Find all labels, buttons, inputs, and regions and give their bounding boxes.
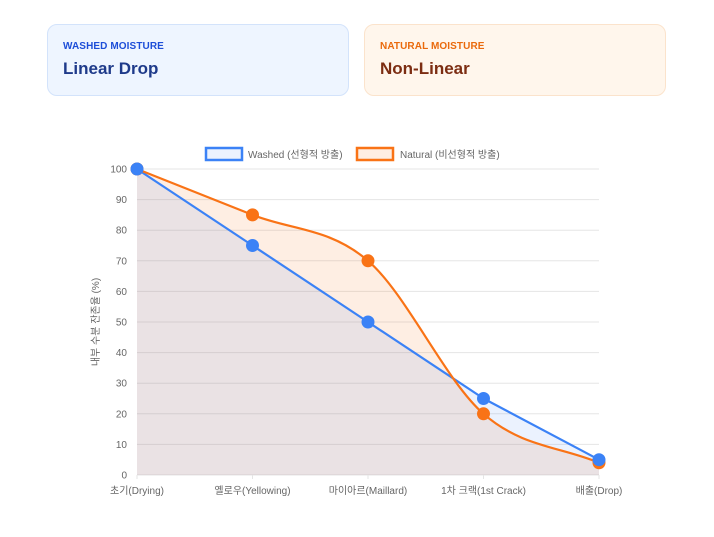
legend-label-natural[interactable]: Natural (비선형적 방출) <box>400 149 500 161</box>
x-axis-ticks: 초기(Drying) 옐로우(Yellowing) 마이아르(Maillard) 1차… <box>110 485 622 497</box>
x-tick-label: 1차 크랙(1st Crack) <box>441 485 526 497</box>
x-tick-label: 마이아르(Maillard) <box>329 485 407 497</box>
legend-label-washed[interactable]: Washed (선형적 방출) <box>248 149 343 161</box>
data-point-washed[interactable] <box>477 392 490 405</box>
y-tick-label: 80 <box>116 226 128 237</box>
natural-moisture-card: NATURAL MOISTURE Non-Linear <box>364 24 666 96</box>
x-tick-label: 배출(Drop) <box>576 485 623 497</box>
legend[interactable]: Washed (선형적 방출) Natural (비선형적 방출) <box>204 146 500 162</box>
y-tick-label: 40 <box>116 348 128 359</box>
y-tick-label: 60 <box>116 287 128 298</box>
natural-card-title: Non-Linear <box>380 59 470 78</box>
washed-card-label: WASHED MOISTURE <box>63 41 164 52</box>
data-point-washed[interactable] <box>130 162 144 176</box>
y-tick-label: 90 <box>116 195 128 206</box>
y-axis-label: 내부 수분 잔존율 (%) <box>90 278 102 366</box>
data-point-washed[interactable] <box>592 453 606 467</box>
y-tick-label: 0 <box>121 471 127 482</box>
legend-swatch-natural[interactable] <box>355 146 395 162</box>
y-axis-ticks: 0 10 20 30 40 50 60 70 80 90 100 <box>110 165 127 482</box>
data-point-natural[interactable] <box>246 208 259 222</box>
x-tick-label: 옐로우(Yellowing) <box>214 485 290 497</box>
y-tick-label: 10 <box>116 440 128 451</box>
washed-moisture-card: WASHED MOISTURE Linear Drop <box>47 24 349 96</box>
washed-card-title: Linear Drop <box>63 59 159 78</box>
x-tick-label: 초기(Drying) <box>110 485 164 497</box>
y-tick-label: 50 <box>116 318 128 329</box>
data-points <box>130 162 606 470</box>
data-point-natural[interactable] <box>477 407 490 421</box>
data-point-natural[interactable] <box>361 254 375 268</box>
legend-swatch-washed[interactable] <box>204 146 244 162</box>
data-point-washed[interactable] <box>246 239 259 252</box>
y-tick-label: 70 <box>116 256 128 267</box>
y-tick-label: 30 <box>116 379 128 390</box>
y-tick-label: 20 <box>116 409 128 420</box>
natural-card-label: NATURAL MOISTURE <box>380 41 485 52</box>
y-tick-label: 100 <box>110 165 127 176</box>
data-point-washed[interactable] <box>361 315 375 329</box>
